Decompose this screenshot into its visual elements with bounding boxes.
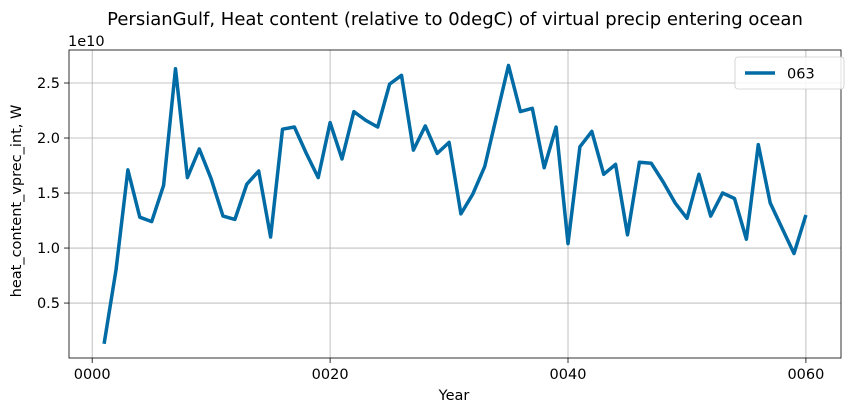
x-tick-label: 0040 — [550, 367, 587, 383]
y-axis-label: heat_content_vprec_int, W — [9, 105, 25, 298]
x-axis-label: Year — [438, 388, 470, 404]
y-tick-label: 0.5 — [37, 296, 60, 312]
y-tick-label: 2.5 — [37, 76, 60, 92]
x-tick-label: 0000 — [74, 367, 111, 383]
grid — [69, 50, 841, 358]
y-offset-text: 1e10 — [68, 34, 105, 50]
legend: 063 — [734, 56, 845, 90]
legend-label-063: 063 — [787, 67, 815, 83]
plot-frame — [68, 49, 842, 359]
ticks: 0000 0020 0040 0060 0.5 1.0 1.5 2.0 2.5 — [37, 76, 824, 383]
y-tick-label: 1.5 — [37, 186, 60, 202]
series-line-063 — [102, 63, 808, 345]
x-tick-label: 0020 — [312, 367, 349, 383]
series-group — [102, 63, 808, 345]
y-tick-label: 1.0 — [37, 241, 60, 257]
chart-title: PersianGulf, Heat content (relative to 0… — [107, 9, 803, 30]
legend-box — [734, 56, 845, 90]
y-tick-label: 2.0 — [37, 131, 60, 147]
x-tick-label: 0060 — [787, 367, 824, 383]
